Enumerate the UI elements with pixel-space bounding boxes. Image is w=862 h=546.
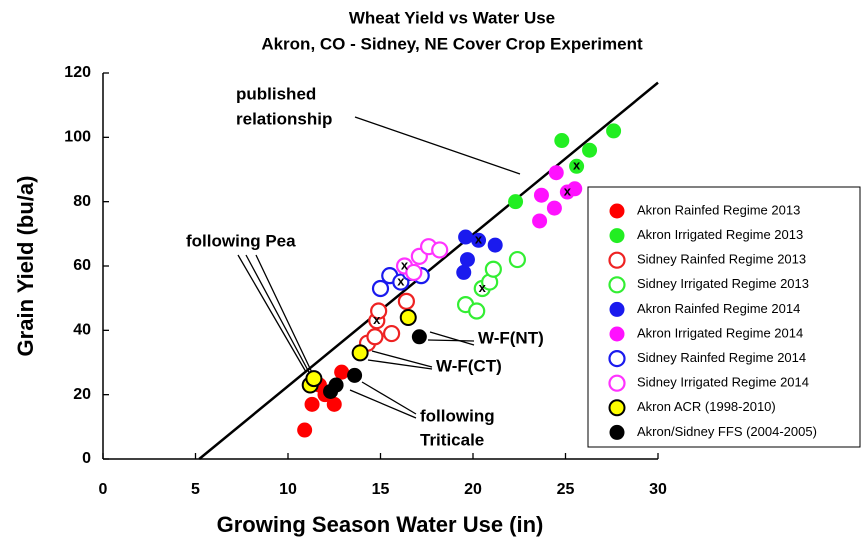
scatter-point: [411, 329, 427, 345]
scatter-point: [487, 237, 503, 253]
annotation: following: [420, 406, 495, 425]
legend-marker: [608, 374, 626, 392]
scatter-point: [351, 344, 369, 362]
y-tick-label: 100: [64, 129, 91, 146]
x-tick-label: 0: [99, 481, 108, 498]
scatter-point: [554, 133, 570, 149]
scatter-point: [347, 367, 363, 383]
legend-marker: [608, 350, 626, 368]
annotation: W-F(NT): [478, 328, 544, 347]
scatter-point: [569, 158, 585, 174]
x-mark: x: [475, 232, 483, 247]
scatter-point: [328, 377, 344, 393]
scatter-point: [334, 364, 350, 380]
scatter-point: [484, 260, 502, 278]
annotation: W-F(CT): [436, 356, 502, 375]
scatter-point: [305, 370, 323, 388]
legend-marker: [608, 251, 626, 269]
x-mark: x: [373, 312, 381, 327]
legend-marker: [609, 203, 625, 219]
scatter-point: [366, 328, 384, 346]
x-mark: x: [564, 183, 572, 198]
x-mark: x: [397, 274, 405, 289]
x-axis-label: Growing Season Water Use (in): [217, 512, 544, 537]
legend: Akron Rainfed Regime 2013 Akron Irrigated…: [587, 186, 861, 448]
x-tick-label: 25: [557, 481, 575, 498]
legend-label: Sidney Rainfed Regime 2014: [637, 350, 806, 365]
legend-label: Akron ACR (1998-2010): [637, 399, 776, 414]
legend-box: [587, 186, 861, 448]
annotation: Triticale: [420, 430, 484, 449]
legend-marker: [609, 301, 625, 317]
scatter-point: [606, 123, 622, 139]
scatter-point: [548, 165, 564, 181]
scatter-point: [582, 142, 598, 158]
annotation: following Pea: [186, 231, 296, 250]
y-axis-label: Grain Yield (bu/a): [13, 176, 38, 357]
annotation-arrows: [237, 116, 521, 419]
legend-marker: [608, 276, 626, 294]
chart-title: Wheat Yield vs Water Use: [349, 8, 555, 27]
x-mark: x: [479, 280, 487, 295]
y-tick-label: 20: [73, 386, 91, 403]
legend-marker: [609, 424, 625, 440]
legend-label: Sidney Irrigated Regime 2013: [637, 276, 809, 291]
scatter-point: [459, 252, 475, 268]
x-tick-label: 10: [279, 481, 297, 498]
y-tick-label: 40: [73, 322, 91, 339]
legend-label: Sidney Rainfed Regime 2013: [637, 252, 806, 267]
scatter-point: [405, 263, 423, 282]
legend-label: Akron Rainfed Regime 2014: [637, 301, 800, 316]
scatter-point: [431, 241, 449, 259]
reference-line: [198, 81, 659, 460]
scatter-point: [399, 308, 417, 326]
x-tick-label: 5: [191, 481, 200, 498]
legend-marker: [609, 228, 625, 244]
scatter-point: [567, 181, 583, 197]
x-tick-label: 30: [649, 481, 667, 498]
scatter-point: [456, 264, 472, 280]
scatter-point: [304, 396, 320, 412]
legend-label: Akron Rainfed Regime 2013: [637, 202, 800, 217]
y-tick-label: 0: [82, 450, 91, 467]
annotation: relationship: [236, 109, 332, 128]
y-tick-label: 80: [73, 193, 91, 210]
x-tick-label: 20: [464, 481, 482, 498]
legend-marker: [608, 399, 626, 417]
annotation: published: [236, 84, 316, 103]
scatter-point: [371, 279, 390, 298]
scatter-point: [471, 232, 487, 248]
legend-label: Akron Irrigated Regime 2014: [637, 325, 803, 340]
chart-subtitle: Akron, CO - Sidney, NE Cover Crop Experi…: [261, 34, 643, 53]
scatter-point: [297, 422, 313, 438]
scatter-point: [468, 302, 486, 320]
scatter-point: [532, 213, 548, 229]
legend-label: Akron/Sidney FFS (2004-2005): [637, 424, 817, 439]
scatter-point: [397, 292, 415, 310]
x-mark: x: [401, 257, 409, 272]
y-tick-label: 120: [64, 64, 91, 81]
scatter-point: [546, 200, 562, 216]
scatter-point: [458, 229, 474, 245]
y-tick-label: 60: [73, 257, 91, 274]
scatter-point: [370, 302, 388, 320]
x-mark: x: [573, 158, 581, 173]
legend-label: Sidney Irrigated Regime 2014: [637, 375, 809, 390]
scatter-point: [326, 396, 342, 412]
legend-label: Akron Irrigated Regime 2013: [637, 227, 803, 242]
scatter-point: [533, 187, 549, 203]
x-tick-label: 15: [372, 481, 390, 498]
scatter-point: [508, 194, 524, 210]
scatter-point: [508, 250, 527, 269]
legend-marker: [609, 326, 625, 342]
scatter-point: [383, 324, 401, 343]
